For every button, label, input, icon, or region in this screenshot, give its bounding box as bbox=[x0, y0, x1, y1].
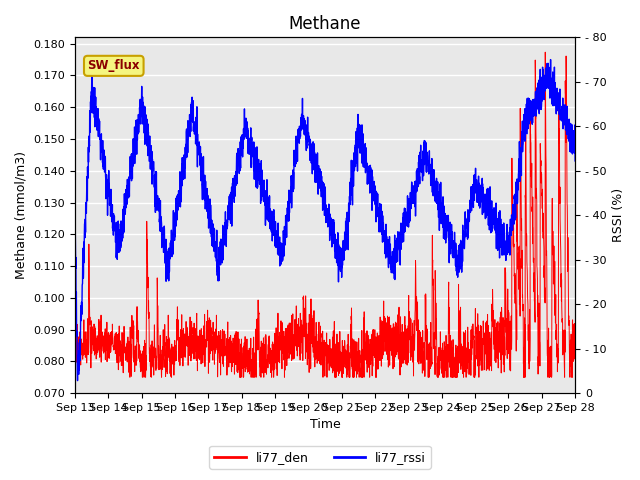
Text: SW_flux: SW_flux bbox=[88, 60, 140, 72]
Y-axis label: RSSI (%): RSSI (%) bbox=[612, 188, 625, 242]
X-axis label: Time: Time bbox=[310, 419, 340, 432]
Legend: li77_den, li77_rssi: li77_den, li77_rssi bbox=[209, 446, 431, 469]
Y-axis label: Methane (mmol/m3): Methane (mmol/m3) bbox=[15, 151, 28, 279]
Title: Methane: Methane bbox=[289, 15, 362, 33]
